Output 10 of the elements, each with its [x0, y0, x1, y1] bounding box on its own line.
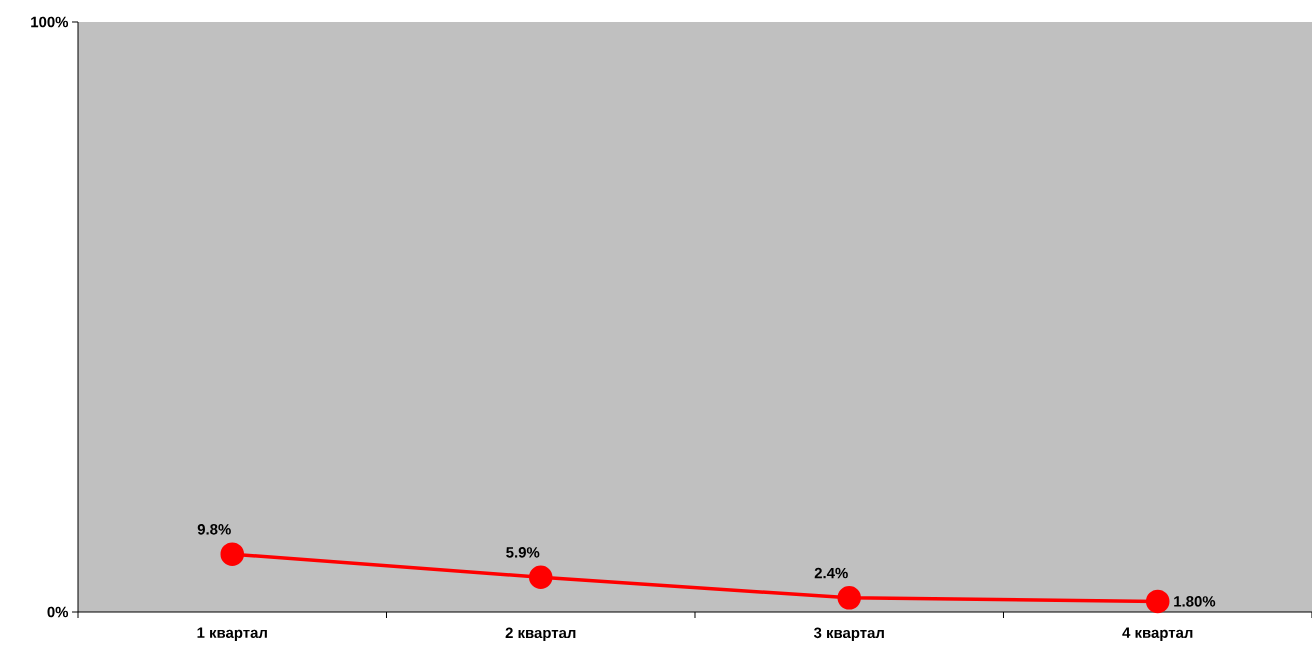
data-label: 1.80% — [1174, 596, 1216, 607]
x-tick-label: 3 квартал — [813, 627, 884, 642]
y-tick-label: 100% — [31, 16, 69, 28]
data-label: 9.8% — [197, 524, 231, 535]
y-tick-label: 0% — [47, 606, 69, 618]
x-tick-label: 4 квартал — [1122, 627, 1193, 641]
x-tick-label: 1 квартал — [197, 627, 267, 641]
data-label: 2.4% — [814, 567, 848, 579]
data-label: 5.9% — [506, 547, 540, 558]
x-tick-label: 2 квартал — [505, 627, 576, 642]
